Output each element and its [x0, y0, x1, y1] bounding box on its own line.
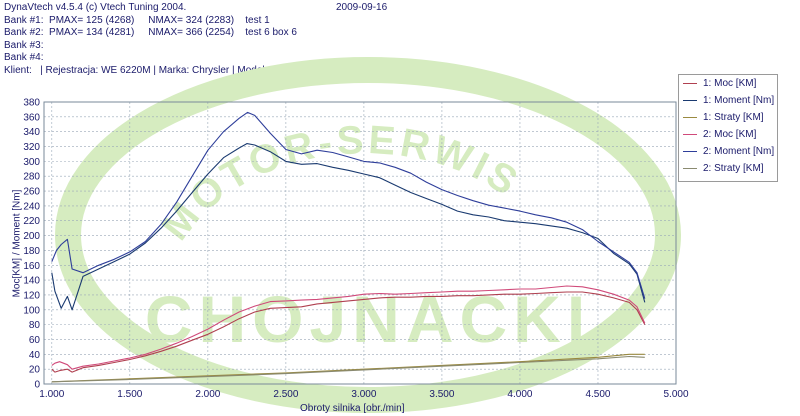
legend-item-straty1: 1: Straty [KM]: [679, 109, 777, 126]
series-line-moment1: [51, 143, 646, 311]
x-tick-label: 1.500: [117, 389, 142, 400]
y-axis-label: Moc[KM] / Moment [Nm]: [11, 189, 23, 298]
legend-swatch: [683, 151, 697, 152]
bank3-summary: Bank #3:: [4, 39, 44, 51]
legend-swatch: [683, 100, 697, 101]
bank1-summary: Bank #1: PMAX= 125 (4268) NMAX= 324 (228…: [4, 14, 270, 26]
y-tick-label: 380: [23, 98, 40, 109]
header-title: DynaVtech v4.5.4 (c) Vtech Tuning 2004.: [4, 2, 187, 13]
x-tick-label: 4.000: [507, 389, 532, 400]
legend-swatch: [683, 168, 697, 169]
x-tick-label: 4.500: [585, 389, 610, 400]
series-line-moment2: [51, 111, 646, 299]
legend-item-moment2: 2: Moment [Nm]: [679, 143, 777, 160]
series-line-moc2: [51, 285, 646, 370]
legend-item-straty2: 2: Straty [KM]: [679, 160, 777, 177]
y-tick-label: 280: [23, 172, 40, 183]
y-tick-label: 340: [23, 127, 40, 138]
x-axis-label: Obroty silnika [obr./min]: [300, 403, 405, 414]
y-tick-label: 60: [29, 335, 41, 346]
x-tick-label: 3.000: [351, 389, 376, 400]
chart-grid: [43, 101, 677, 385]
watermark-arc-text: MOTOR-SERWIS: [153, 118, 528, 248]
legend-label: 2: Straty [KM]: [703, 163, 764, 174]
y-tick-label: 80: [29, 320, 41, 331]
y-tick-label: 0: [34, 380, 40, 391]
bank4-summary: Bank #4:: [4, 52, 44, 63]
legend-item-moc1: 1: Moc [KM]: [679, 75, 777, 92]
y-tick-label: 20: [29, 365, 41, 376]
y-tick-label: 140: [23, 276, 40, 287]
axis-ticks: 0 20 40 60 80 100 120 140 160 180 200 220 240 260 280 3…: [23, 98, 689, 401]
x-tick-label: 1.000: [39, 389, 64, 400]
x-tick-label: 5.000: [663, 389, 688, 400]
y-tick-label: 200: [23, 231, 40, 242]
series-line-moc1: [51, 291, 646, 373]
y-tick-label: 240: [23, 201, 40, 212]
legend-item-moment1: 1: Moment [Nm]: [679, 92, 777, 109]
watermark-text: CHOJNACKI: [145, 282, 591, 356]
y-tick-label: 40: [29, 350, 41, 361]
series-line-straty1: [51, 353, 645, 383]
legend-label: 2: Moc [KM]: [703, 129, 757, 140]
legend-item-moc2: 2: Moc [KM]: [679, 126, 777, 143]
series-line-straty2: [51, 355, 645, 383]
y-tick-label: 160: [23, 261, 40, 272]
y-tick-label: 360: [23, 112, 40, 123]
x-tick-label: 2.500: [273, 389, 298, 400]
watermark-ring: [55, 57, 681, 413]
y-tick-label: 180: [23, 246, 40, 257]
plot-frame: [43, 101, 677, 385]
legend-swatch: [683, 134, 697, 135]
legend-label: 2: Moment [Nm]: [703, 146, 775, 157]
legend-label: 1: Straty [KM]: [703, 112, 764, 123]
chart-series: [51, 111, 646, 383]
y-tick-label: 120: [23, 290, 40, 301]
y-tick-label: 100: [23, 305, 40, 316]
bank2-summary: Bank #2: PMAX= 134 (4281) NMAX= 366 (225…: [4, 27, 297, 38]
test-date: 2009-09-16: [336, 2, 388, 13]
y-tick-label: 300: [23, 157, 40, 168]
y-tick-label: 220: [23, 216, 40, 227]
legend-swatch: [683, 83, 697, 84]
legend-swatch: [683, 117, 697, 118]
legend-label: 1: Moment [Nm]: [703, 95, 775, 106]
chart-legend: 1: Moc [KM] 1: Moment [Nm] 1: Straty [KM] 2…: [678, 74, 778, 182]
x-tick-label: 3.500: [429, 389, 454, 400]
legend-label: 1: Moc [KM]: [703, 78, 757, 89]
x-tick-label: 2.000: [195, 389, 220, 400]
y-tick-label: 320: [23, 142, 40, 153]
y-tick-label: 260: [23, 187, 40, 198]
